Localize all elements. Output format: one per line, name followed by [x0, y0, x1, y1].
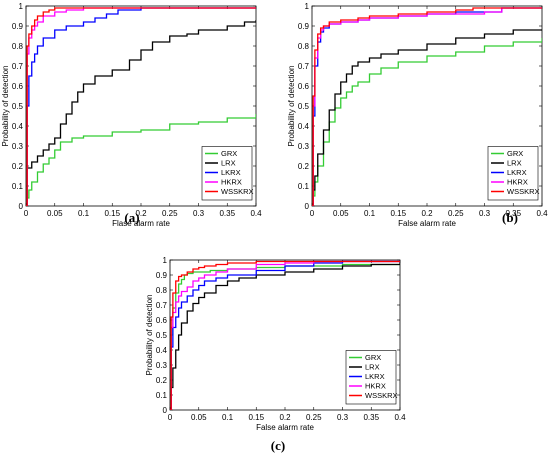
- y-tick-label: 0.5: [156, 331, 168, 340]
- x-tick-label: 0: [168, 413, 173, 422]
- x-axis-label: False alarm rate: [398, 219, 456, 228]
- series-line-lrx: [170, 261, 400, 410]
- panel-label-b: (b): [502, 210, 518, 225]
- x-tick-label: 0.2: [279, 413, 291, 422]
- y-axis-label: Probability of detection: [287, 66, 296, 147]
- y-tick-label: 0.6: [156, 316, 168, 325]
- x-tick-label: 0.05: [191, 413, 207, 422]
- x-tick-label: 0.05: [47, 209, 63, 218]
- x-tick-label: 0.15: [248, 413, 264, 422]
- y-tick-label: 0.4: [156, 346, 168, 355]
- series-line-lkrx: [26, 7, 256, 206]
- legend-label-lkrx: LKRX: [221, 168, 241, 177]
- y-tick-label: 0.2: [156, 376, 168, 385]
- legend-label-wsskrx: WSSKRX: [221, 187, 254, 196]
- x-tick-label: 0.1: [78, 209, 90, 218]
- y-tick-label: 0.5: [12, 102, 24, 111]
- y-tick-label: 0.8: [298, 42, 310, 51]
- y-tick-label: 0.6: [12, 82, 24, 91]
- y-tick-label: 0.3: [12, 142, 24, 151]
- y-tick-label: 0.8: [156, 286, 168, 295]
- y-tick-label: 0.1: [12, 182, 24, 191]
- x-tick-label: 0.15: [104, 209, 120, 218]
- legend-label-hkrx: HKRX: [365, 382, 386, 391]
- panel-label-c: (c): [271, 438, 285, 453]
- panel-label-a: (a): [124, 210, 139, 225]
- x-tick-label: 0.35: [219, 209, 235, 218]
- panel-c: 0 0.05 0.1 0.15 0.2 0.25 0.3 0.35 0.4 0 0.1 0.2 0.3 0…: [145, 256, 406, 453]
- legend-label-wsskrx: WSSKRX: [365, 391, 398, 400]
- x-tick-label: 0.2: [421, 209, 433, 218]
- y-tick-label: 0.6: [298, 82, 310, 91]
- x-tick-label: 0.25: [306, 413, 322, 422]
- series-line-hkrx: [170, 260, 400, 410]
- y-tick-label: 0.5: [298, 102, 310, 111]
- legend-label-grx: GRX: [365, 353, 381, 362]
- legend-label-lkrx: LKRX: [507, 168, 527, 177]
- legend-label-grx: GRX: [507, 149, 523, 158]
- y-tick-label: 0.8: [12, 42, 24, 51]
- panel-a: 0 0.05 0.1 0.15 0.2 0.25 0.3 0.35 0.4 0 0.1 0.2 0.3 0…: [1, 2, 262, 228]
- legend-label-lrx: LRX: [221, 159, 236, 168]
- y-tick-label: 0: [305, 202, 310, 211]
- y-tick-label: 0.7: [298, 62, 310, 71]
- y-tick-label: 0.3: [156, 361, 168, 370]
- x-tick-label: 0.1: [364, 209, 376, 218]
- series-line-wsskrx: [170, 260, 400, 410]
- series-line-wsskrx: [26, 7, 256, 206]
- panel-b: 0 0.05 0.1 0.15 0.2 0.25 0.3 0.35 0.4 0 0.1 0.2 0.3 0…: [287, 2, 548, 228]
- y-tick-label: 0.9: [12, 22, 24, 31]
- y-tick-label: 0.4: [12, 122, 24, 131]
- y-tick-label: 0.7: [156, 301, 168, 310]
- x-axis-label: Flase alarm rate: [112, 219, 170, 228]
- x-tick-label: 0.4: [394, 413, 406, 422]
- x-tick-label: 0.4: [536, 209, 548, 218]
- legend-label-grx: GRX: [221, 149, 237, 158]
- y-tick-label: 0.9: [156, 271, 168, 280]
- legend-label-lrx: LRX: [365, 363, 380, 372]
- x-tick-label: 0.25: [162, 209, 178, 218]
- series-line-lrx: [26, 20, 256, 206]
- y-tick-label: 0.2: [298, 162, 310, 171]
- y-tick-label: 0: [163, 406, 168, 415]
- series-line-wsskrx: [312, 7, 542, 206]
- x-tick-label: 0.3: [479, 209, 491, 218]
- y-tick-label: 1: [19, 2, 24, 11]
- y-axis-label: Probability of detection: [1, 66, 10, 147]
- series-line-lkrx: [170, 260, 400, 410]
- x-tick-label: 0.15: [390, 209, 406, 218]
- y-tick-label: 0.3: [298, 142, 310, 151]
- x-tick-label: 0.3: [337, 413, 349, 422]
- x-tick-label: 0.2: [135, 209, 147, 218]
- x-tick-label: 0.05: [333, 209, 349, 218]
- x-tick-label: 0.35: [505, 209, 521, 218]
- legend-label-lrx: LRX: [507, 159, 522, 168]
- y-tick-label: 1: [163, 256, 168, 265]
- x-axis-label: False alarm rate: [256, 423, 314, 432]
- y-tick-label: 0.2: [12, 162, 24, 171]
- x-tick-label: 0.25: [448, 209, 464, 218]
- x-tick-label: 0.3: [193, 209, 205, 218]
- y-tick-label: 1: [305, 2, 310, 11]
- y-tick-label: 0.9: [298, 22, 310, 31]
- legend-label-lkrx: LKRX: [365, 372, 385, 381]
- x-tick-label: 0.4: [250, 209, 262, 218]
- y-tick-label: 0: [19, 202, 24, 211]
- y-tick-label: 0.4: [298, 122, 310, 131]
- x-tick-label: 0.1: [222, 413, 234, 422]
- y-tick-label: 0.1: [298, 182, 310, 191]
- x-tick-label: 0: [24, 209, 29, 218]
- y-axis-label: Probability of detection: [145, 295, 154, 376]
- legend-label-wsskrx: WSSKRX: [507, 187, 540, 196]
- y-tick-label: 0.1: [156, 391, 168, 400]
- series-line-lrx: [312, 29, 542, 206]
- legend-label-hkrx: HKRX: [221, 178, 242, 187]
- series-line-grx: [26, 114, 256, 206]
- y-tick-label: 0.7: [12, 62, 24, 71]
- x-tick-label: 0.35: [363, 413, 379, 422]
- legend-label-hkrx: HKRX: [507, 178, 528, 187]
- x-tick-label: 0: [310, 209, 315, 218]
